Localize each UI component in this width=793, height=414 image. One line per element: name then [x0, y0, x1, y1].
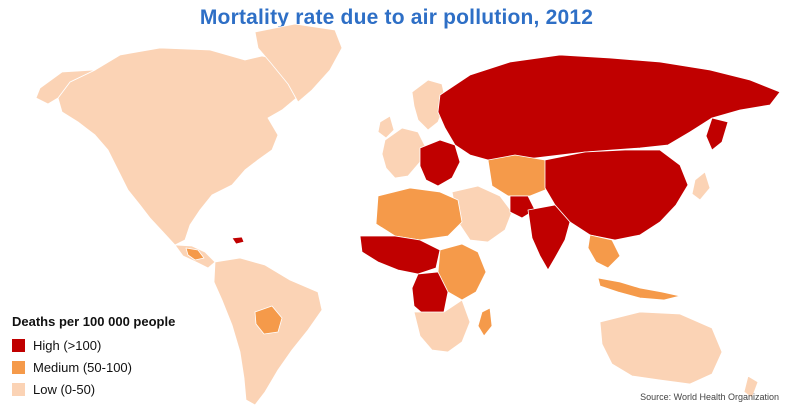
legend-label-medium: Medium (50-100): [33, 359, 132, 375]
legend-heading: Deaths per 100 000 people: [12, 314, 176, 329]
madagascar-region: [477, 307, 493, 337]
uk-region: [377, 115, 395, 139]
legend-item-high: High (>100): [12, 334, 175, 356]
greenland-region: [254, 23, 343, 103]
alaska-region: [35, 69, 96, 105]
eastern-europe-region: [419, 139, 461, 187]
west-africa-region: [359, 235, 441, 275]
haiti-region: [231, 236, 245, 245]
western-europe-region: [381, 127, 427, 179]
source-note: Source: World Health Organization: [640, 392, 779, 402]
india-region: [527, 204, 571, 271]
legend-swatch-high: [12, 338, 25, 352]
bolivia-region: [254, 305, 283, 335]
map-title: Mortality rate due to air pollution, 201…: [199, 6, 594, 29]
australia-region: [599, 311, 723, 385]
legend-swatch-medium: [12, 360, 25, 374]
legend-label-low: Low (0-50): [33, 381, 96, 397]
kamchatka-region: [705, 117, 729, 151]
legend: Deaths per 100 000 people High (>100) Me…: [12, 314, 175, 400]
southern-africa-region: [413, 299, 471, 353]
russia-region: [437, 54, 781, 163]
southeast-asia-region: [587, 234, 621, 269]
legend-swatch-low: [12, 382, 25, 396]
middle-east-region: [451, 185, 513, 243]
legend-item-low: Low (0-50): [12, 378, 175, 400]
japan-region: [691, 171, 711, 201]
legend-label-high: High (>100): [33, 337, 102, 353]
indonesia-region: [597, 277, 681, 301]
new-zealand-region: [743, 375, 759, 399]
guatemala-region: [185, 247, 205, 261]
legend-item-medium: Medium (50-100): [12, 356, 175, 378]
north-america-region: [57, 47, 306, 246]
north-africa-region: [375, 187, 463, 241]
scandinavia-region: [411, 79, 447, 131]
